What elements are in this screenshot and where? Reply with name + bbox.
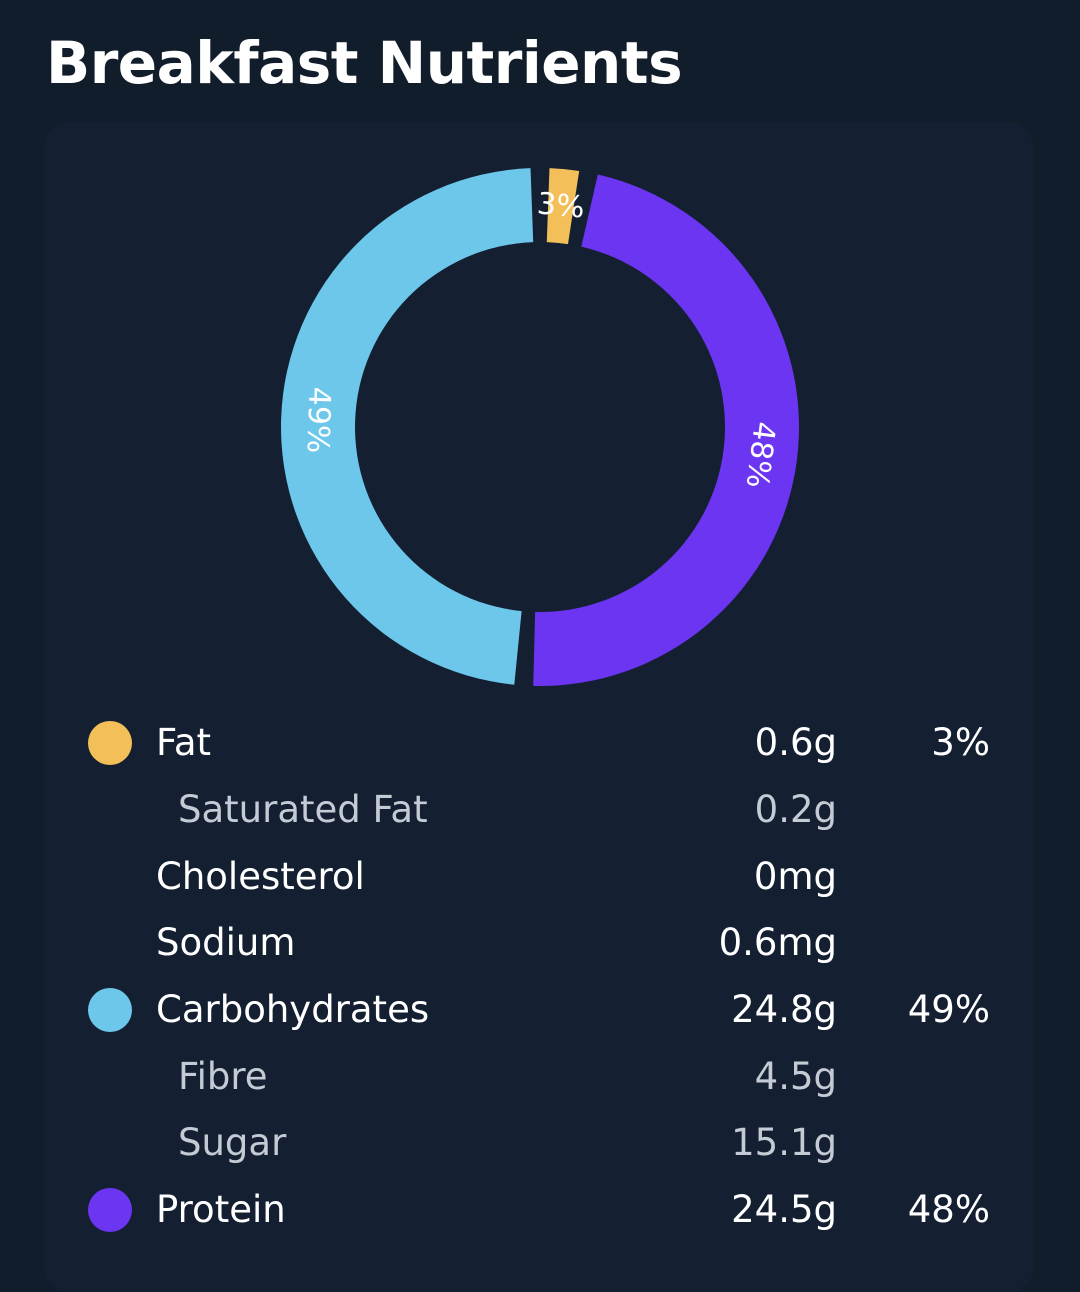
donut-slice-carbohydrates — [280, 168, 534, 685]
nutrient-label: Saturated Fat — [178, 788, 428, 831]
nutrient-row-protein: Protein 24.5g 48% — [44, 1177, 1034, 1243]
nutrient-label: Fibre — [178, 1055, 268, 1098]
nutrient-amount: 0.2g — [754, 788, 837, 831]
nutrient-row-carbohydrates: Carbohydrates 24.8g 49% — [44, 977, 1034, 1043]
macro-donut-chart: 3% 48% 49% — [280, 168, 800, 687]
donut-slice-protein — [533, 174, 800, 687]
nutrient-percent: 48% — [907, 1188, 990, 1231]
nutrient-percent: 3% — [931, 721, 990, 764]
legend-dot-fat — [88, 721, 132, 765]
nutrient-label: Carbohydrates — [156, 988, 430, 1031]
nutrient-label: Sugar — [178, 1121, 287, 1164]
nutrient-row-cholesterol: Cholesterol 0mg — [44, 844, 1034, 910]
nutrient-label: Fat — [156, 721, 212, 764]
nutrient-amount: 24.8g — [731, 988, 837, 1031]
nutrient-row-fat: Fat 0.6g 3% — [44, 710, 1034, 776]
nutrient-row-fibre: Fibre 4.5g — [44, 1044, 1034, 1110]
nutrient-label: Protein — [156, 1188, 286, 1231]
nutrient-amount: 24.5g — [731, 1188, 837, 1231]
nutrient-percent: 49% — [907, 988, 990, 1031]
nutrient-amount: 0mg — [753, 855, 837, 898]
donut-label-fat: 3% — [536, 186, 587, 225]
nutrient-amount: 4.5g — [754, 1055, 837, 1098]
nutrient-amount: 15.1g — [731, 1121, 837, 1164]
nutrient-label: Sodium — [156, 921, 296, 964]
nutrient-row-sodium: Sodium 0.6mg — [44, 910, 1034, 976]
donut-slice-fat — [546, 168, 580, 245]
nutrient-amount: 0.6mg — [718, 921, 837, 964]
legend-dot-carbohydrates — [88, 988, 132, 1032]
nutrient-amount: 0.6g — [754, 721, 837, 764]
nutrient-row-sugar: Sugar 15.1g — [44, 1110, 1034, 1176]
page-title: Breakfast Nutrients — [46, 29, 683, 97]
nutrient-label: Cholesterol — [156, 855, 365, 898]
donut-label-protein: 48% — [739, 420, 782, 491]
nutrient-row-saturated-fat: Saturated Fat 0.2g — [44, 777, 1034, 843]
nutrients-card: 3% 48% 49% Fat 0.6g 3% Saturated Fat 0.2g … — [44, 122, 1034, 1292]
donut-label-carbohydrates: 49% — [300, 386, 337, 454]
legend-dot-protein — [88, 1188, 132, 1232]
